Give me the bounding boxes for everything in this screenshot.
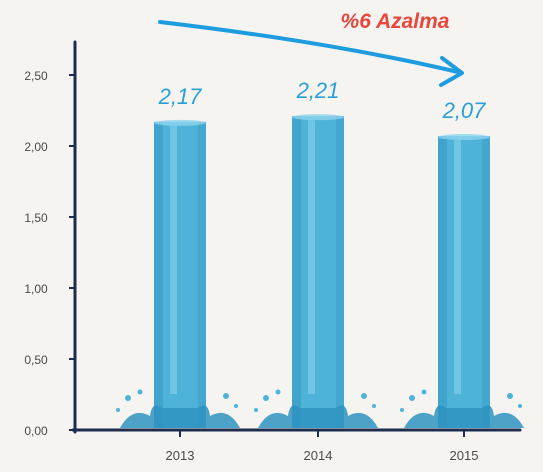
y-tick-label: 0,50: [24, 353, 48, 367]
splash-droplet: [223, 393, 229, 399]
bar-splash: [120, 405, 240, 428]
bar-shade-right: [482, 136, 490, 428]
splash-droplet: [361, 393, 367, 399]
splash-droplet: [409, 395, 415, 401]
bar-top-cap: [292, 114, 344, 121]
splash-droplet: [275, 389, 281, 395]
y-tick-label: 1,50: [24, 211, 48, 225]
y-tick-label: 1,00: [24, 282, 48, 296]
x-tick-label: 2013: [166, 448, 195, 463]
bar: [116, 119, 240, 429]
bar: [400, 134, 524, 428]
splash-droplet: [372, 404, 376, 408]
bar-body: [438, 136, 490, 428]
bar-shade-right: [198, 121, 206, 429]
trend-arrow: [158, 20, 460, 74]
bar-value-label: 2,17: [158, 84, 203, 109]
bar-value-label: 2,07: [442, 98, 487, 123]
bar: [254, 114, 378, 429]
axes-layer: 0,00 0,50 1,00 1,50 2,00 2,50 2013 2014 2015: [24, 40, 522, 463]
splash-droplet: [125, 395, 131, 401]
bar-value-label: 2,21: [296, 78, 340, 103]
bar-highlight: [170, 125, 177, 395]
x-tick-label: 2015: [450, 448, 479, 463]
bar-splash: [258, 405, 378, 428]
splash-droplet: [116, 408, 120, 412]
splash-droplet: [263, 395, 269, 401]
bar-shade-left: [154, 121, 163, 429]
splash-droplet: [507, 393, 513, 399]
labels-layer: 2,17 2,21 2,07: [158, 78, 487, 123]
x-tick-label: 2014: [304, 448, 333, 463]
bar-splash: [404, 405, 524, 428]
bar-highlight: [454, 140, 461, 394]
bar-top-cap: [438, 134, 490, 141]
annotation-text: %6 Azalma: [341, 10, 450, 33]
bar-shade-left: [438, 136, 447, 428]
bar-body: [154, 121, 206, 429]
bar-shade-right: [336, 116, 344, 429]
splash-droplet: [518, 404, 522, 408]
y-tick-label: 0,00: [24, 424, 48, 438]
annotation-layer: %6 Azalma: [158, 10, 464, 87]
splash-droplet: [137, 389, 143, 395]
bars-layer: [116, 114, 524, 429]
splash-droplet: [421, 389, 427, 395]
bar-body: [292, 116, 344, 429]
y-tick-label: 2,50: [24, 69, 48, 83]
trend-arrow-head: [439, 56, 464, 87]
y-tick-label: 2,00: [24, 140, 48, 154]
bar-highlight: [308, 120, 315, 395]
splash-droplet: [400, 408, 404, 412]
bar-shade-left: [292, 116, 301, 429]
splash-droplet: [234, 404, 238, 408]
splash-droplet: [254, 408, 258, 412]
bar-top-cap: [154, 119, 206, 126]
